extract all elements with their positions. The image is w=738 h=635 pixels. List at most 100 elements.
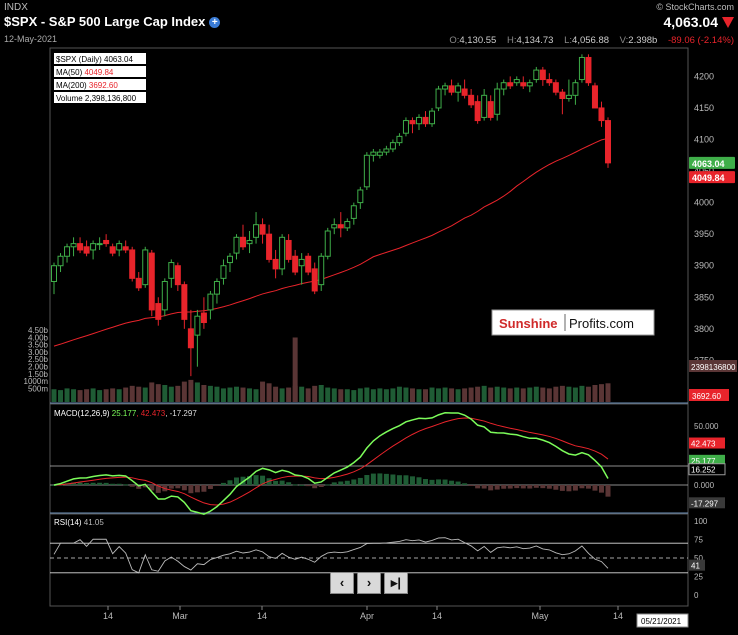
candle-body <box>565 94 572 99</box>
jump-to-end-button[interactable]: ▸| <box>384 572 408 594</box>
candle-body <box>226 255 233 264</box>
macd-histogram-bar <box>51 485 57 486</box>
macd-histogram-bar <box>155 485 161 493</box>
volume-tick-label: 4.50b <box>28 326 49 335</box>
high-label: H: <box>506 35 517 46</box>
logo-text-profits: Profits.com <box>569 316 634 331</box>
legend-ma-value: 3692.60 <box>89 81 118 90</box>
previous-button[interactable]: ‹ <box>330 572 354 594</box>
candle-body <box>435 88 442 109</box>
volume-bar <box>520 388 526 402</box>
volume-bar <box>403 387 409 402</box>
volume-bar <box>605 383 611 402</box>
volume-bar <box>370 389 376 402</box>
macd-histogram-bar <box>585 485 591 489</box>
volume-bar <box>390 388 396 402</box>
macd-histogram-bar <box>299 484 305 486</box>
low-label: L: <box>564 35 573 46</box>
candle-body <box>155 303 162 320</box>
macd-tag <box>689 437 725 449</box>
candle-body <box>552 82 559 93</box>
macd-histogram-bar <box>103 482 109 485</box>
legend-row-bg <box>54 53 146 64</box>
macd-legend-value: , 42.473 <box>136 409 165 418</box>
volume-bar <box>377 388 383 402</box>
candle-body <box>539 69 546 81</box>
volume-bar <box>286 387 292 402</box>
rsi-value: 41.05 <box>84 518 105 527</box>
next-button[interactable]: › <box>357 572 381 594</box>
macd-legend-value: 25.177 <box>112 409 137 418</box>
rsi-label: RSI(14) 41.05 <box>54 518 104 527</box>
volume-bar <box>514 387 520 402</box>
candle-body <box>578 56 585 81</box>
macd-histogram-bar <box>233 477 239 485</box>
volume-bar <box>116 389 122 402</box>
candle-body <box>259 224 266 235</box>
candle-body <box>181 284 188 320</box>
macd-tag <box>688 463 726 476</box>
volume-bar <box>181 381 187 402</box>
price-tag-text: 4063.04 <box>692 159 725 169</box>
legend-row-bg <box>54 92 146 103</box>
volume-bar <box>175 385 181 402</box>
volume-bar <box>214 386 220 402</box>
open-value: 4,130.55 <box>459 35 497 46</box>
volume-bar <box>155 384 161 402</box>
macd-histogram-bar <box>501 485 507 489</box>
volume-bar <box>527 387 533 402</box>
macd-histogram-bar <box>312 485 318 489</box>
candle-body <box>402 120 409 134</box>
volume-bar <box>468 387 474 402</box>
macd-label: MACD(12,26,9) 25.177, 42.473, -17.297 <box>54 409 197 418</box>
rsi-tick-label: 50 <box>694 554 703 563</box>
macd-histogram-bar <box>181 485 187 491</box>
macd-histogram-bar <box>468 485 474 486</box>
candle-body <box>468 94 475 106</box>
candle-body <box>246 239 253 245</box>
volume-bar <box>481 385 487 402</box>
last-price: 4,063.04 <box>663 14 719 30</box>
macd-histogram-bar <box>344 480 350 485</box>
candle-body <box>598 107 605 122</box>
price-tag-text: 4049.84 <box>692 173 725 183</box>
volume-bar <box>540 387 546 402</box>
volume-tick-label: 4.00b <box>28 333 49 342</box>
macd-tag-text: 16.252 <box>691 466 716 475</box>
macd-histogram-bar <box>77 482 83 485</box>
x-tick-label: 14 <box>103 611 113 621</box>
candle-body <box>520 82 527 87</box>
volume-bar <box>207 385 213 402</box>
volume-bar <box>84 389 90 402</box>
volume-bar <box>201 385 207 402</box>
exchange-label: INDX <box>4 2 28 13</box>
volume-bar <box>123 387 129 402</box>
volume-bar <box>194 382 200 402</box>
macd-histogram-bar <box>423 479 429 485</box>
candle-body <box>77 243 84 251</box>
volume-bar <box>455 389 461 402</box>
candle-body <box>285 239 292 260</box>
macd-histogram-bar <box>514 485 520 489</box>
candle-body <box>266 233 273 260</box>
macd-histogram-bar <box>286 482 292 485</box>
candle-body <box>442 85 449 90</box>
volume-bar <box>364 387 370 402</box>
x-tick-label: 14 <box>432 611 442 621</box>
candle-body <box>292 255 299 273</box>
candle-body <box>481 94 488 118</box>
add-symbol-icon[interactable]: + <box>209 17 221 28</box>
candle-body <box>70 243 77 248</box>
volume-bar <box>64 388 70 402</box>
volume-bar <box>90 388 96 402</box>
macd-histogram-bar <box>194 485 200 493</box>
candle-body <box>240 236 247 248</box>
macd-histogram-bar <box>598 485 604 493</box>
volume-bar <box>533 386 539 402</box>
volume-bar <box>71 389 77 402</box>
volume-bar <box>292 337 298 402</box>
candle-body <box>96 243 103 246</box>
macd-histogram-bar <box>338 481 344 485</box>
macd-histogram-bar <box>292 484 298 486</box>
